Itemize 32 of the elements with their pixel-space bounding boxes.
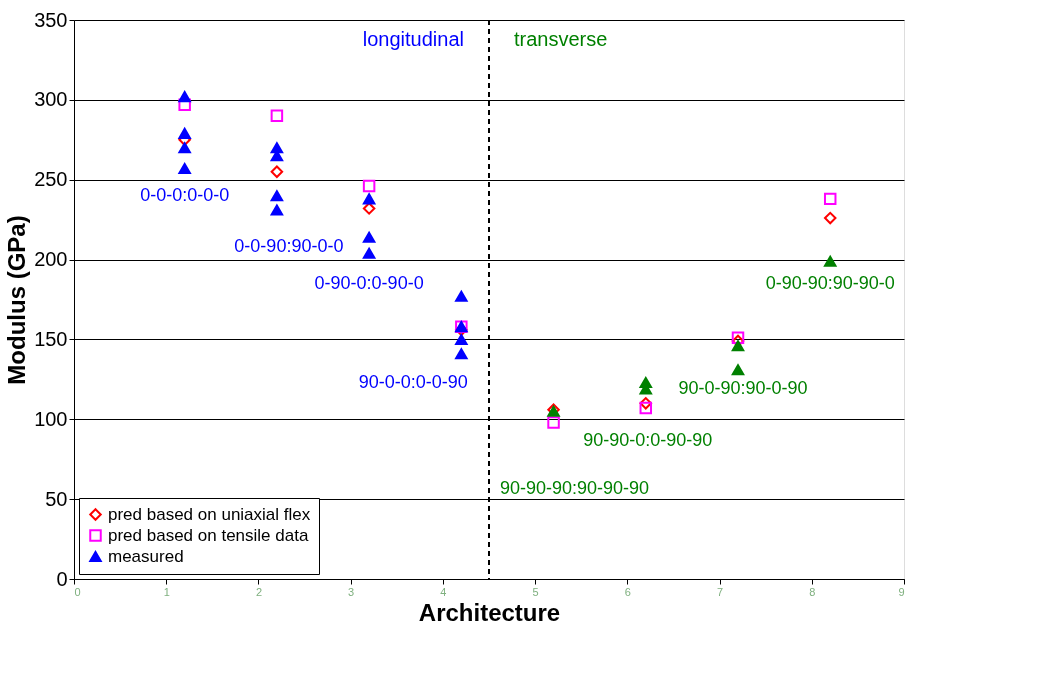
x-tick-label: 1 xyxy=(163,585,170,598)
y-tick-label: 300 xyxy=(34,88,68,111)
y-tick-label: 250 xyxy=(34,168,68,191)
annotation: 90-0-0:0-0-90 xyxy=(358,371,468,392)
legend-label: pred based on tensile data xyxy=(108,525,309,545)
y-tick-label: 350 xyxy=(34,8,68,31)
x-tick-label: 6 xyxy=(624,585,631,598)
x-tick-label: 3 xyxy=(348,585,355,598)
annotation: 90-0-90:90-0-90 xyxy=(678,377,808,398)
y-tick-label: 200 xyxy=(34,248,68,271)
x-tick-label: 5 xyxy=(532,585,539,598)
annotation: 0-90-0:0-90-0 xyxy=(314,273,424,294)
y-tick-label: 150 xyxy=(34,327,68,350)
annotation: longitudinal xyxy=(362,28,464,50)
x-axis-title: Architecture xyxy=(418,598,561,626)
annotation: 0-90-90:90-90-0 xyxy=(765,273,895,294)
y-tick-label: 100 xyxy=(34,407,68,430)
legend-label: measured xyxy=(108,546,184,566)
x-tick-label: 2 xyxy=(255,585,263,598)
annotation: transverse xyxy=(514,28,608,50)
annotation: 0-0-90:90-0-0 xyxy=(234,236,344,257)
x-tick-label: 7 xyxy=(716,585,724,598)
y-tick-label: 50 xyxy=(45,487,68,510)
x-tick-label: 0 xyxy=(74,585,81,598)
annotation: 90-90-90:90-90-90 xyxy=(500,478,650,499)
annotation: 90-90-0:0-90-90 xyxy=(583,430,713,451)
annotation: 0-0-0:0-0-0 xyxy=(140,184,230,205)
y-axis-title: Modulus (GPa) xyxy=(3,215,31,385)
legend-label: pred based on uniaxial flex xyxy=(108,504,311,524)
x-tick-label: 8 xyxy=(809,585,816,598)
x-tick-label: 9 xyxy=(898,585,905,598)
x-tick-label: 4 xyxy=(440,585,447,598)
